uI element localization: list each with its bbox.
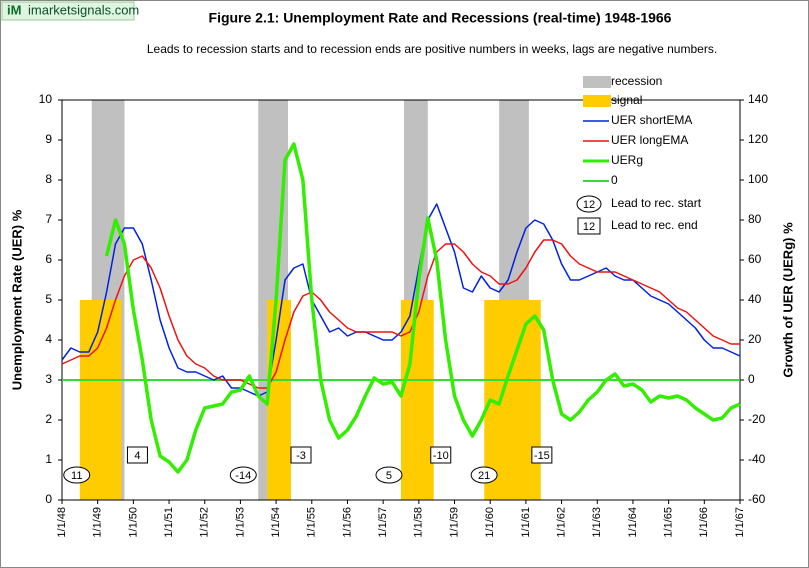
x-tick-label: 1/1/57 [377, 507, 389, 538]
x-tick-label: 1/1/67 [734, 507, 746, 538]
legend-swatch [583, 95, 611, 107]
y2-axis-label: Growth of UER (UERg) % [780, 222, 795, 378]
legend-oval [576, 195, 602, 213]
x-tick-label: 1/1/54 [270, 507, 282, 538]
lead-end-box [290, 446, 312, 464]
lead-end-box [126, 446, 148, 464]
brand: imarketsignals.com [28, 2, 139, 17]
y2-tick-label: -60 [748, 492, 766, 506]
y-tick-label: 10 [39, 92, 53, 106]
x-tick-label: 1/1/58 [413, 507, 425, 538]
y2-tick-label: 100 [748, 172, 768, 186]
x-tick-label: 1/1/50 [127, 507, 139, 538]
x-tick-label: 1/1/63 [591, 507, 603, 538]
legend-label: UERg [611, 153, 643, 167]
lead-start-label: 21 [478, 470, 490, 482]
x-tick-label: 1/1/49 [92, 507, 104, 538]
y-tick-label: 9 [45, 132, 52, 146]
y2-tick-label: -20 [748, 412, 766, 426]
x-tick-label: 1/1/48 [56, 507, 68, 538]
legend-label: Lead to rec. start [611, 196, 702, 210]
lead-start-label: -14 [235, 470, 251, 482]
legend-label: 0 [611, 173, 618, 187]
lead-start-oval [375, 466, 403, 484]
lead-start-oval [63, 466, 91, 484]
y-axis-label: Unemployment Rate (UER) % [9, 209, 24, 390]
legend-label: recession [611, 74, 662, 88]
x-tick-label: 1/1/64 [627, 507, 639, 538]
y-tick-label: 0 [45, 492, 52, 506]
legend-sample: 12 [583, 199, 595, 211]
legend-label: signal [611, 93, 642, 107]
y-tick-label: 5 [45, 292, 52, 306]
x-tick-label: 1/1/55 [306, 507, 318, 538]
x-tick-label: 1/1/56 [341, 507, 353, 538]
series-line [104, 142, 741, 474]
x-tick-label: 1/1/52 [199, 507, 211, 538]
legend-sample: 12 [583, 221, 595, 233]
legend-box [577, 217, 601, 235]
x-tick-label: 1/1/59 [448, 507, 460, 538]
brand-box [1, 1, 135, 21]
lead-start-label: 5 [386, 470, 392, 482]
legend-label: UER longEMA [611, 133, 688, 147]
chart-subtitle: Leads to recession starts and to recessi… [147, 42, 717, 56]
y2-tick-label: 0 [748, 372, 755, 386]
y-tick-label: 7 [45, 212, 52, 226]
lead-end-label: 4 [134, 450, 140, 462]
brand-mark: iM [7, 2, 21, 17]
x-tick-label: 1/1/62 [555, 507, 567, 538]
y-tick-label: 6 [45, 252, 52, 266]
x-tick-label: 1/1/60 [484, 507, 496, 538]
y-tick-label: 1 [45, 452, 52, 466]
series-line [61, 239, 740, 389]
y-tick-label: 3 [45, 372, 52, 386]
y-tick-label: 4 [45, 332, 52, 346]
y2-tick-label: 140 [748, 92, 768, 106]
lead-start-oval [470, 466, 498, 484]
chart-title: Figure 2.1: Unemployment Rate and Recess… [209, 10, 672, 26]
legend-label: UER shortEMA [611, 113, 692, 127]
legend-swatch [583, 76, 611, 88]
lead-end-box [430, 446, 452, 464]
lead-start-oval [229, 466, 257, 484]
x-tick-label: 1/1/51 [163, 507, 175, 538]
lead-end-label: -15 [534, 450, 550, 462]
signal-band [79, 300, 122, 500]
y2-tick-label: 40 [748, 292, 762, 306]
y2-tick-label: 20 [748, 332, 762, 346]
series-line [61, 203, 741, 397]
x-tick-label: 1/1/66 [698, 507, 710, 538]
lead-end-label: -3 [296, 450, 306, 462]
x-tick-label: 1/1/61 [520, 507, 532, 538]
lead-end-label: -10 [433, 450, 449, 462]
x-tick-label: 1/1/53 [234, 507, 246, 538]
lead-end-box [531, 446, 553, 464]
signal-band [401, 300, 434, 500]
y2-tick-label: 120 [748, 132, 768, 146]
y-tick-label: 8 [45, 172, 52, 186]
y2-tick-label: -40 [748, 452, 766, 466]
y2-tick-label: 60 [748, 252, 762, 266]
legend-label: Lead to rec. end [611, 218, 698, 232]
y2-tick-label: 80 [748, 212, 762, 226]
y-tick-label: 2 [45, 412, 52, 426]
lead-start-label: 11 [71, 470, 82, 482]
x-tick-label: 1/1/65 [663, 507, 675, 538]
